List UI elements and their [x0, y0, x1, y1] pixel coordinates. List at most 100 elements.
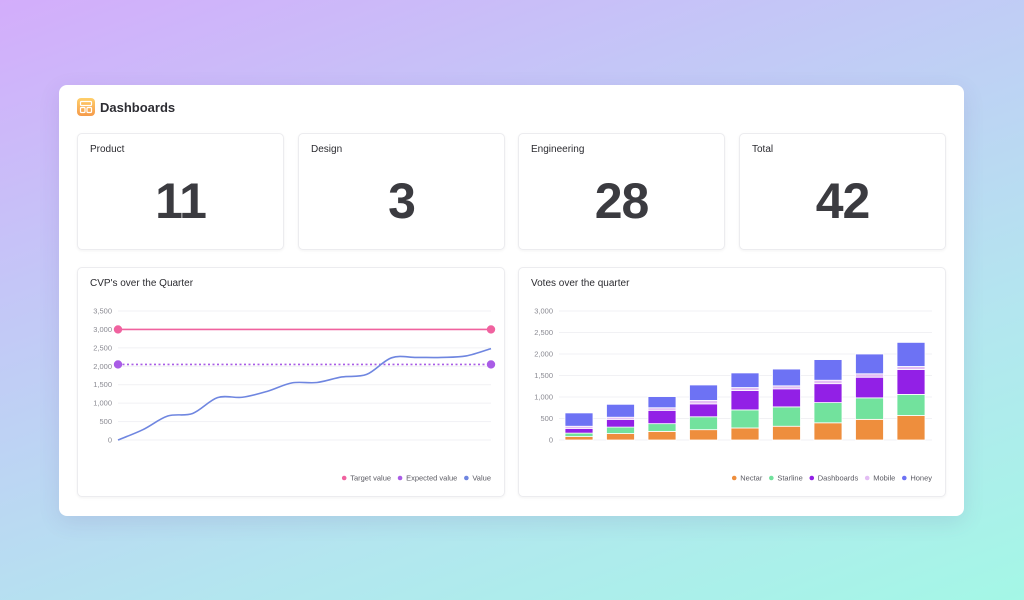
y-tick-label: 3,500 [93, 307, 112, 316]
y-tick-label: 1,000 [93, 399, 112, 408]
y-tick-label: 2,500 [93, 343, 112, 352]
bar-segment-nectar[interactable] [564, 436, 594, 441]
bar-segment-nectar[interactable] [896, 415, 926, 441]
bar-segment-starline[interactable] [772, 406, 801, 427]
bar-segment-honey[interactable] [606, 403, 635, 418]
bar-segment-honey[interactable] [813, 359, 843, 381]
stat-card-engineering[interactable]: Engineering 28 [518, 133, 725, 250]
legend-dot-mobile [864, 475, 870, 481]
bar-segment-dashboards[interactable] [813, 383, 843, 403]
bar-segment-dashboards[interactable] [647, 409, 677, 425]
bar-segment-starline[interactable] [647, 423, 677, 432]
legend-dot-value [464, 475, 469, 481]
y-tick-label: 500 [540, 414, 553, 423]
bar-segment-dashboards[interactable] [772, 388, 801, 408]
bar-segment-dashboards[interactable] [730, 390, 760, 411]
value-line [117, 347, 492, 441]
stat-card-design[interactable]: Design 3 [298, 133, 505, 250]
y-tick-label: 0 [108, 436, 112, 445]
stat-label-engineering: Engineering [531, 144, 585, 155]
stat-value-design: 3 [388, 173, 416, 229]
bar-segment-honey[interactable] [730, 372, 760, 388]
bar-segment-starline[interactable] [689, 416, 718, 431]
bar-segment-starline[interactable] [896, 394, 926, 416]
legend-label-honey: Honey [910, 474, 932, 483]
legend-dot-dashboards [809, 475, 815, 481]
bar-segment-nectar[interactable] [689, 429, 718, 441]
legend-dot-starline [769, 475, 774, 481]
legend-label-expected-value: Expected value [406, 474, 457, 483]
stat-label-total: Total [752, 144, 774, 155]
cvp-chart-title: CVP's over the Quarter [90, 278, 194, 289]
legend-dot-honey [902, 475, 907, 481]
y-tick-label: 1,000 [534, 393, 553, 402]
cvp-line-chart: 3,500 3,000 2,500 2,000 1,500 1,000 500 0 Value E… [93, 307, 496, 483]
bar-segment-mobile[interactable] [772, 385, 801, 390]
legend-dot-expected-value [397, 475, 403, 481]
legend-label-mobile: Mobile [873, 474, 895, 483]
y-tick-label: 2,500 [534, 328, 553, 337]
expected-value-point[interactable] [486, 360, 496, 369]
legend-dot-nectar [731, 475, 737, 481]
dashboard-app-icon [77, 98, 95, 116]
y-tick-label: 2,000 [534, 350, 553, 359]
stat-card-product[interactable]: Product 11 [77, 133, 284, 250]
target-value-point[interactable] [113, 325, 123, 334]
target-value-point[interactable] [486, 325, 496, 334]
y-tick-label: 3,000 [93, 325, 112, 334]
bar-segment-dashboards[interactable] [564, 427, 594, 434]
cvp-chart-card: CVP's over the Quarter 3,500 3,000 2,500 2,… [77, 267, 505, 497]
bar-segment-honey[interactable] [855, 353, 884, 375]
bar-segment-starline[interactable] [564, 432, 594, 437]
y-tick-label: 500 [99, 417, 112, 426]
bar-segment-starline[interactable] [606, 426, 635, 434]
stat-card-total[interactable]: Total 42 [739, 133, 946, 250]
expected-value-point[interactable] [113, 360, 123, 369]
bar-segment-mobile[interactable] [689, 400, 718, 405]
bar-segment-dashboards[interactable] [689, 403, 718, 418]
stat-label-design: Design [311, 144, 343, 155]
bar-segment-mobile[interactable] [813, 379, 843, 385]
bar-segment-honey[interactable] [647, 396, 677, 409]
bar-segment-starline[interactable] [855, 397, 884, 420]
bar-segment-honey[interactable] [896, 341, 926, 367]
bar-segment-nectar[interactable] [772, 425, 801, 441]
bar-segment-dashboards[interactable] [606, 418, 635, 428]
y-tick-label: 2,000 [93, 362, 112, 371]
stat-value-total: 42 [815, 173, 871, 229]
bar-segment-nectar[interactable] [606, 433, 635, 441]
bar-segment-dashboards[interactable] [855, 376, 884, 399]
stat-value-engineering: 28 [594, 173, 650, 229]
stat-value-product: 11 [155, 173, 207, 229]
bar-segment-mobile[interactable] [896, 366, 926, 370]
bar-segment-starline[interactable] [813, 402, 843, 424]
bar-segment-dashboards[interactable] [896, 369, 926, 395]
bar-segment-nectar[interactable] [855, 418, 884, 441]
legend-dot-target-value [341, 475, 347, 481]
legend-label-nectar: Nectar [740, 474, 763, 483]
legend-label-dashboards: Dashboards [818, 474, 859, 483]
legend-label-value: Value [472, 474, 491, 483]
bar-segment-starline[interactable] [730, 409, 760, 429]
bar-segment-honey[interactable] [564, 412, 594, 427]
votes-chart-card: Votes over the quarter 3,000 2,500 2,000 1,… [518, 267, 946, 497]
legend-label-starline: Starline [777, 474, 802, 483]
votes-chart-title: Votes over the quarter [531, 278, 630, 289]
y-tick-label: 0 [549, 436, 553, 445]
bar-segment-nectar[interactable] [647, 430, 677, 441]
y-tick-label: 1,500 [534, 371, 553, 380]
y-tick-label: 3,000 [534, 307, 553, 316]
bar-segment-mobile[interactable] [855, 373, 884, 378]
bar-segment-nectar[interactable] [730, 427, 760, 441]
bar-segment-nectar[interactable] [813, 422, 843, 441]
votes-bar-chart: 3,000 2,500 2,000 1,500 1,000 500 0 Honey Mobile… [534, 307, 932, 483]
dashboard-window: Dashboards Product 11 Design 3 Engineeri… [59, 85, 964, 516]
app-title: Dashboards [100, 99, 176, 115]
bar-segment-mobile[interactable] [730, 387, 760, 391]
bar-segment-honey[interactable] [772, 368, 801, 387]
header: Dashboards [77, 97, 175, 117]
stat-label-product: Product [90, 144, 125, 155]
bar-segment-honey[interactable] [689, 384, 718, 401]
y-tick-label: 1,500 [93, 380, 112, 389]
legend-label-target-value: Target value [350, 474, 391, 483]
